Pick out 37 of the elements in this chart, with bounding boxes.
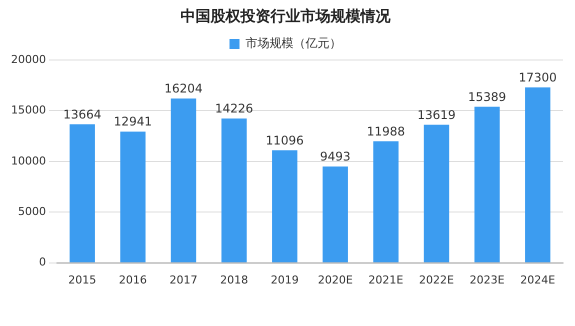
bar	[170, 98, 196, 262]
y-tick-label: 20000	[10, 52, 46, 66]
bar	[272, 150, 298, 262]
data-label: 13664	[63, 107, 102, 122]
x-tick-label: 2016	[118, 273, 147, 286]
y-tick-label: 10000	[10, 154, 46, 168]
data-label: 16204	[164, 82, 203, 96]
y-tick-label: 0	[38, 256, 46, 269]
x-tick-label: 2023E	[470, 273, 505, 286]
data-label: 11096	[266, 133, 304, 148]
x-tick-label: 2017	[169, 273, 198, 286]
x-tick-label: 2021E	[368, 273, 404, 286]
bar	[120, 132, 146, 262]
data-label: 12941	[114, 114, 152, 129]
x-tick-label: 2015	[68, 273, 96, 286]
data-label: 14226	[215, 102, 254, 116]
y-tick-label: 15000	[10, 104, 46, 117]
bar	[221, 118, 247, 262]
x-tick-label: 2022E	[419, 273, 454, 286]
legend-label: 市场规模（亿元）	[246, 36, 342, 50]
data-label: 11988	[366, 124, 405, 138]
x-tick-label: 2020E	[318, 273, 353, 286]
bar	[322, 166, 348, 262]
bar	[424, 124, 450, 262]
bar	[373, 141, 399, 262]
y-tick-label: 5000	[18, 204, 46, 218]
x-tick-label: 2018	[220, 273, 248, 286]
chart-title: 中国股权投资行业市场规模情况	[180, 6, 392, 25]
bar	[474, 106, 500, 262]
data-label: 9493	[320, 150, 351, 164]
data-label: 15389	[468, 90, 506, 104]
x-tick-label: 2024E	[520, 273, 556, 286]
bar	[525, 87, 550, 262]
data-label: 17300	[518, 70, 557, 85]
x-tick-label: 2019	[270, 273, 299, 286]
bar	[70, 124, 95, 262]
data-label: 13619	[417, 108, 456, 122]
